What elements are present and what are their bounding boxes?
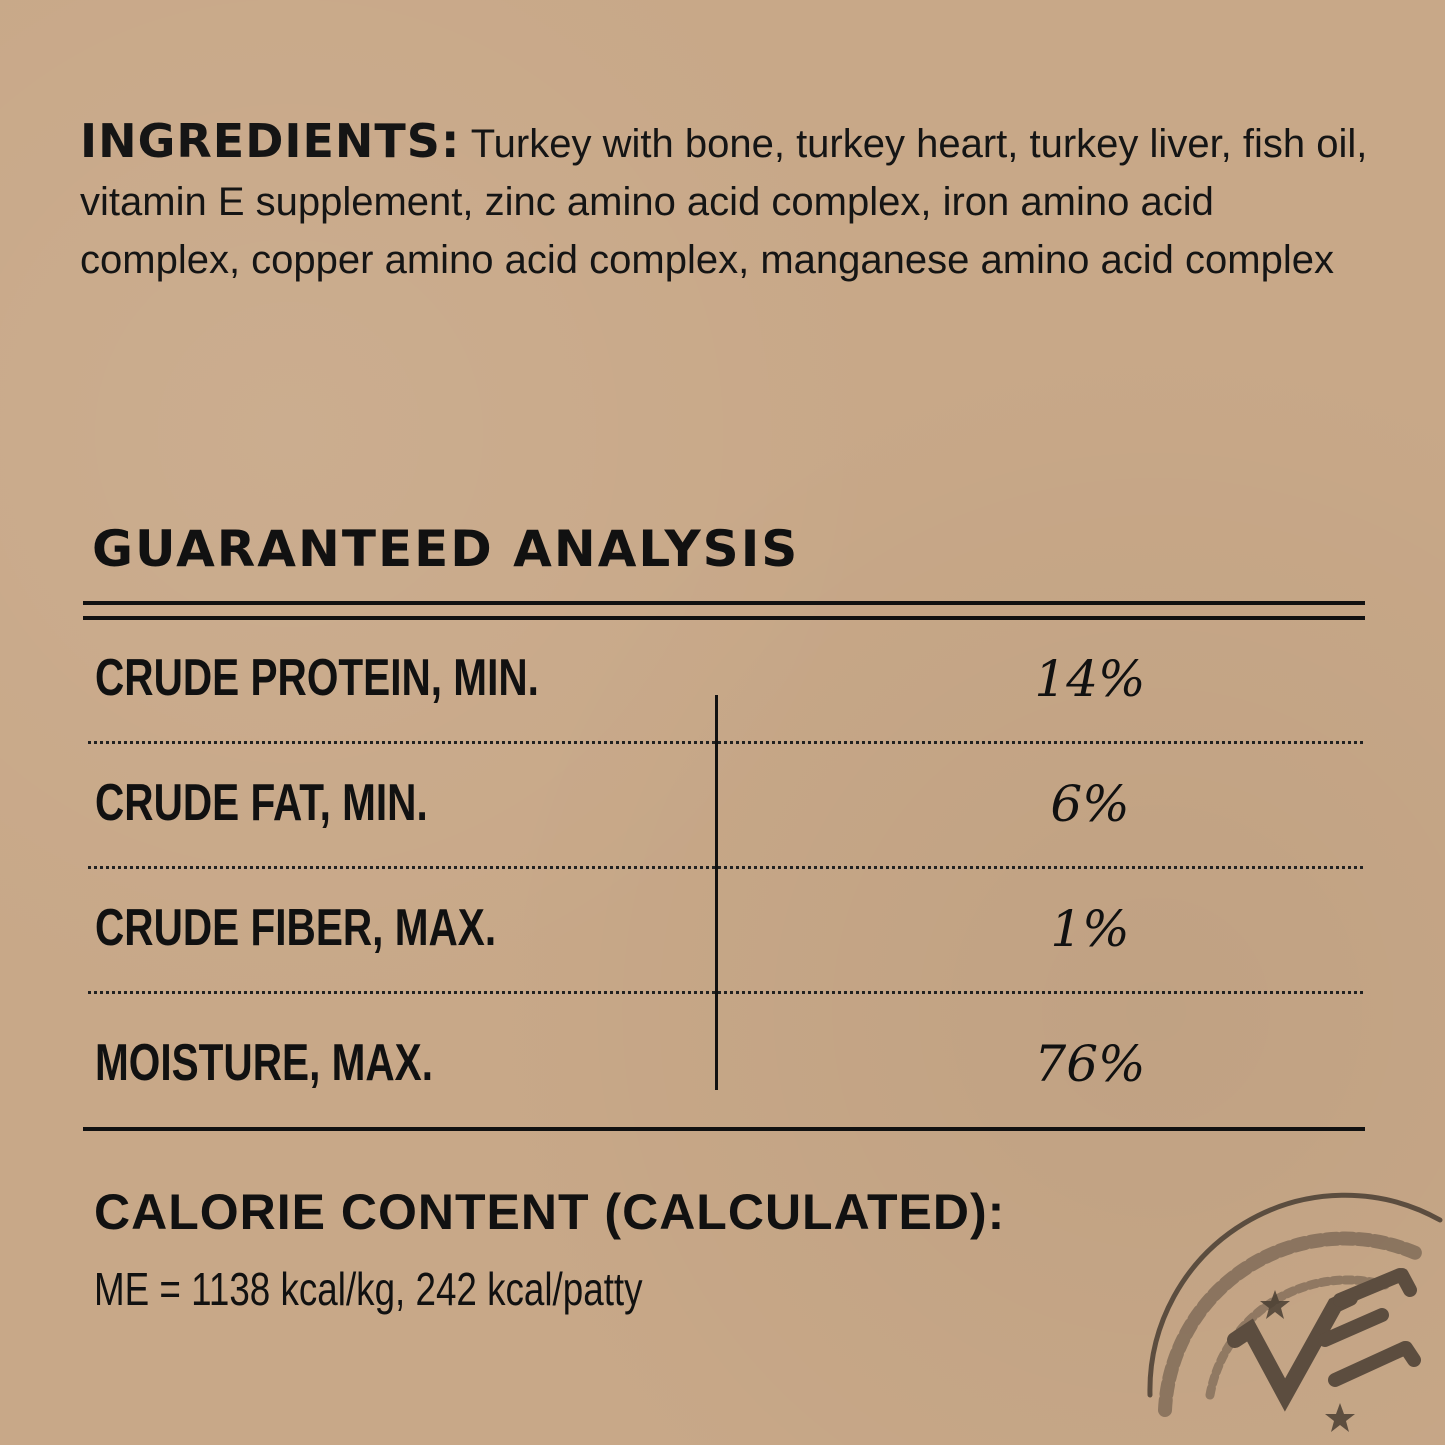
analysis-value: 1% xyxy=(1050,900,1130,958)
divider xyxy=(83,1127,1365,1131)
column-divider xyxy=(715,695,718,1090)
analysis-label: MOISTURE, MAX. xyxy=(95,1034,434,1092)
ingredients-heading: INGREDIENTS: xyxy=(80,114,461,168)
divider xyxy=(83,616,1365,620)
calorie-text: ME = 1138 kcal/kg, 242 kcal/patty xyxy=(94,1263,643,1315)
stamp-outer-lettering-band xyxy=(1158,1231,1427,1417)
ingredients-text: Turkey with bone, turkey heart, turkey l… xyxy=(80,122,1368,282)
dotted-divider xyxy=(88,866,1363,869)
stamp-logo-e-shape xyxy=(1318,1268,1421,1387)
analysis-label: CRUDE FAT, MIN. xyxy=(95,774,428,832)
guaranteed-analysis-title: GUARANTEED ANALYSIS xyxy=(92,520,800,578)
butcher-cut-stamp-logo xyxy=(1147,1192,1443,1432)
stamp-outer-ring xyxy=(1147,1192,1443,1398)
calorie-heading: CALORIE CONTENT (CALCULATED): xyxy=(94,1184,1006,1240)
analysis-label: CRUDE FIBER, MAX. xyxy=(95,899,497,957)
divider xyxy=(83,601,1365,605)
analysis-value: 76% xyxy=(1034,1035,1146,1093)
dotted-divider xyxy=(88,741,1363,744)
star-icon xyxy=(1260,1290,1290,1319)
analysis-value: 14% xyxy=(1034,650,1146,708)
star-icon xyxy=(1325,1403,1355,1432)
analysis-value: 6% xyxy=(1050,775,1130,833)
dotted-divider xyxy=(88,991,1363,994)
ingredients-block: INGREDIENTS: Turkey with bone, turkey he… xyxy=(80,112,1370,289)
analysis-label: CRUDE PROTEIN, MIN. xyxy=(95,649,539,707)
